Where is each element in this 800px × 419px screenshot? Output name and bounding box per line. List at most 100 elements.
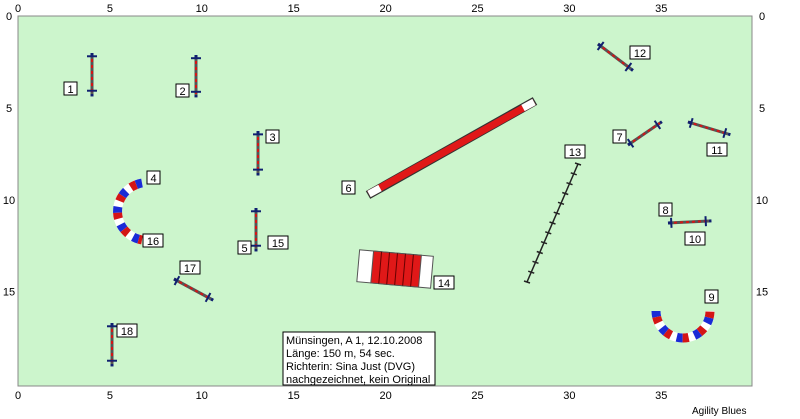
jump-bar: [627, 122, 661, 146]
y-tick-label: 5: [6, 103, 12, 115]
label-box: [704, 289, 719, 304]
label-box: [658, 202, 673, 217]
chute-14: [356, 249, 434, 289]
obstacle-number: 13: [569, 147, 581, 159]
y-tick-label: 15: [756, 287, 768, 299]
label-box: [564, 144, 586, 159]
jumps: [87, 41, 731, 367]
jump-bar: [667, 220, 710, 224]
x-tick-label: 15: [288, 3, 300, 15]
x-tick-label: 30: [563, 3, 575, 15]
jump-end: [627, 142, 631, 147]
y-tick-label: 0: [6, 11, 12, 23]
x-tick-label: 25: [471, 3, 483, 15]
obstacle-number: 4: [150, 173, 156, 185]
y-tick-label: 10: [3, 195, 15, 207]
weave-pole: [574, 162, 582, 166]
label-box: [267, 235, 289, 250]
obstacle-number: 17: [184, 263, 196, 275]
label-box: [612, 129, 627, 144]
obstacle-number: 6: [345, 183, 351, 195]
x-tick-label: 5: [107, 390, 113, 402]
x-tick-label: 20: [379, 390, 391, 402]
obstacle-number: 10: [689, 234, 701, 246]
y-tick-label: 0: [759, 11, 765, 23]
jump-wing: [653, 120, 662, 130]
jump-end: [687, 120, 691, 125]
jump-end: [659, 120, 663, 125]
jump-bar: [597, 43, 632, 70]
label-box: [63, 81, 78, 96]
weave-pole: [523, 280, 531, 284]
x-tick-label: 10: [196, 3, 208, 15]
weave-pole: [536, 250, 543, 255]
jump-wing: [596, 41, 605, 51]
label-box: [706, 142, 728, 157]
info-line: Richterin: Sina Just (DVG): [286, 361, 415, 373]
label-box: [433, 275, 455, 290]
obstacle-number: 16: [147, 236, 159, 248]
label-box: [629, 45, 651, 60]
tunnel-4-16: [113, 178, 144, 245]
jump-end: [597, 42, 601, 47]
jump-end: [173, 277, 177, 282]
tunnel-9: [651, 310, 715, 343]
x-tick-label: 15: [288, 390, 300, 402]
weave-pole: [566, 181, 573, 186]
x-tick-label: 5: [107, 3, 113, 15]
weave-pole: [549, 221, 556, 225]
weave-pole: [570, 172, 577, 176]
jump-end: [210, 297, 214, 302]
y-tick-label: 5: [759, 103, 765, 115]
weave-pole: [540, 240, 548, 245]
x-tick-label: 30: [563, 390, 575, 402]
label-box: [146, 170, 161, 185]
x-tick-label: 20: [379, 3, 391, 15]
obstacle-number: 8: [662, 205, 668, 217]
y-tick-label: 10: [756, 195, 768, 207]
jump-wing: [173, 275, 181, 286]
footer: Agility Blues: [692, 406, 746, 417]
weave-pole: [545, 231, 552, 235]
obstacle-number: 5: [241, 243, 247, 255]
jump-wing: [688, 117, 694, 129]
obstacle-number: 7: [616, 132, 622, 144]
jump-end: [630, 67, 634, 72]
info-line: Münsingen, A 1, 12.10.2008: [286, 335, 422, 347]
label-box: [175, 83, 190, 98]
jump-bar: [687, 121, 729, 135]
info-box: Münsingen, A 1, 12.10.2008 Länge: 150 m,…: [282, 331, 436, 386]
label-box: [341, 180, 356, 195]
info-line: Länge: 150 m, 54 sec.: [286, 348, 395, 360]
obstacle-number: 9: [708, 292, 714, 304]
weave-pole: [553, 211, 560, 215]
obstacle-number: 2: [179, 86, 185, 98]
jump-end: [727, 132, 731, 137]
obstacle-number: 3: [269, 132, 275, 144]
label-box: [237, 240, 252, 255]
obstacle-number: 12: [634, 48, 646, 60]
x-tick-label: 0: [15, 3, 21, 15]
field: [17, 15, 753, 387]
jump-wing: [204, 292, 212, 303]
jump-wing: [624, 62, 633, 72]
weave-pole: [528, 270, 535, 274]
x-tick-label: 0: [15, 390, 21, 402]
info-line: nachgezeichnet, kein Original: [286, 374, 430, 386]
obstacle-number: 15: [272, 238, 284, 250]
jump-bar: [173, 278, 212, 300]
weave-pole: [557, 201, 565, 206]
label-box: [179, 260, 201, 275]
label-box: [116, 323, 138, 338]
x-tick-label: 25: [471, 390, 483, 402]
obstacle-number: 18: [121, 326, 133, 338]
weave-pole: [562, 191, 569, 196]
x-tick-label: 35: [655, 390, 667, 402]
obstacle-number: 11: [711, 145, 722, 157]
weave-pole: [532, 260, 539, 265]
label-box: [265, 129, 280, 144]
label-box: [142, 233, 164, 248]
x-tick-label: 10: [196, 390, 208, 402]
